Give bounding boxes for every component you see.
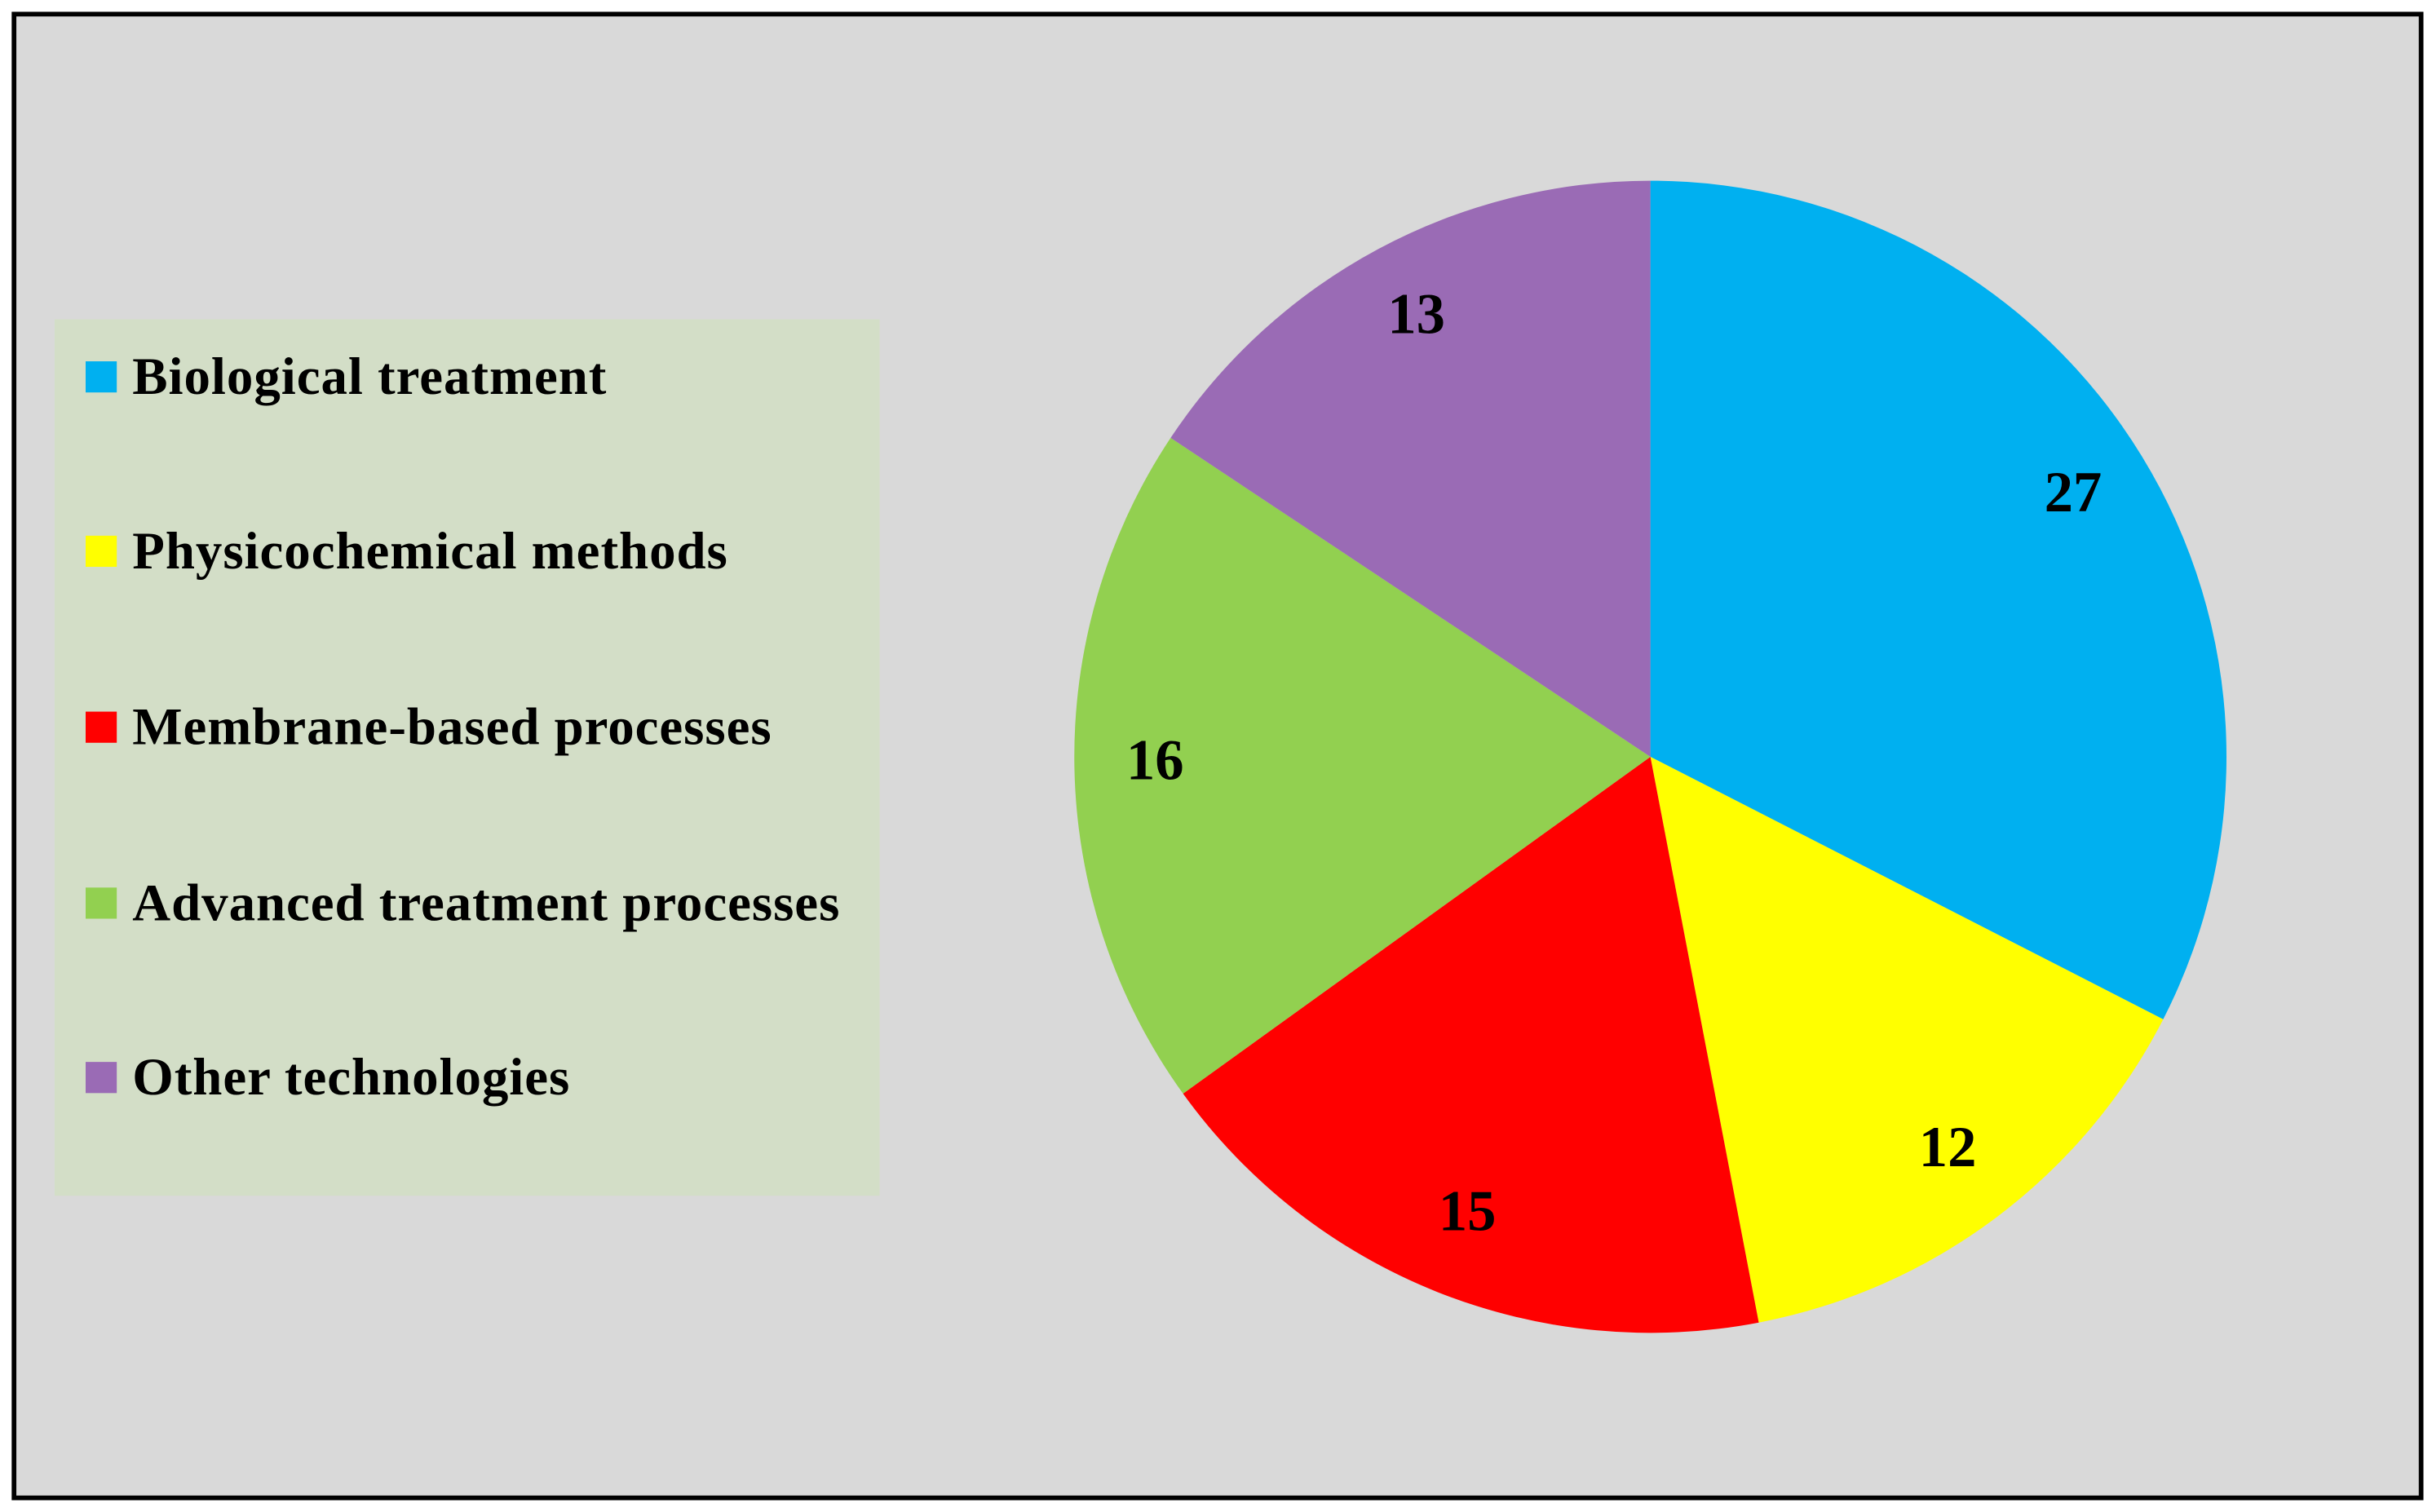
pie: 27 12 15 16 13: [1074, 180, 2226, 1333]
legend-swatch: [86, 361, 117, 393]
pie-slice: [1074, 437, 1651, 1094]
data-label: 15: [1439, 1180, 1497, 1244]
pie-slice: [1650, 756, 2164, 1323]
legend-label: Physicochemical methods: [132, 523, 728, 581]
pie-slice: [1170, 180, 1651, 757]
pie-slice: [1183, 756, 1759, 1333]
legend-swatch: [86, 535, 117, 568]
legend-label: Advanced treatment processes: [132, 875, 841, 933]
legend-swatch: [86, 1062, 117, 1094]
legend-swatch: [86, 887, 117, 919]
legend-label: Membrane-based processes: [132, 699, 772, 757]
legend-item: Other technologies: [86, 1043, 864, 1113]
data-label: 27: [2045, 461, 2103, 524]
legend-label: Biological treatment: [132, 348, 608, 407]
legend: Biological treatment Physicochemical meth…: [54, 319, 880, 1196]
pie-slice: [1650, 180, 2226, 1019]
data-label: 16: [1126, 729, 1184, 793]
data-label: 12: [1919, 1116, 1977, 1179]
legend-item: Membrane-based processes: [86, 693, 864, 763]
legend-item: Advanced treatment processes: [86, 869, 864, 939]
legend-swatch: [86, 711, 117, 743]
legend-item: Physicochemical methods: [86, 517, 864, 587]
legend-label: Other technologies: [132, 1049, 571, 1107]
legend-box: Biological treatment Physicochemical meth…: [54, 319, 880, 1196]
legend-item: Biological treatment: [86, 343, 864, 413]
data-label: 13: [1387, 283, 1445, 347]
